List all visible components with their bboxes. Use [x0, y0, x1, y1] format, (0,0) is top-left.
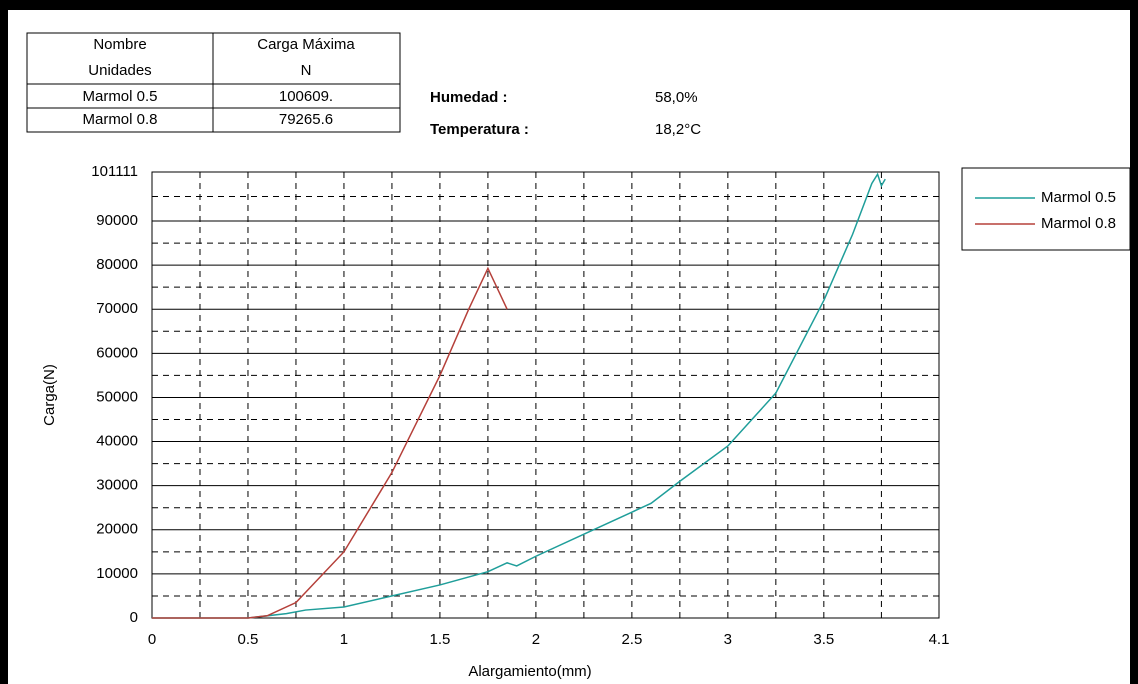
- legend-label: Marmol 0.8: [1041, 215, 1116, 232]
- legend-label: Marmol 0.5: [1041, 189, 1116, 206]
- y-tick-label: 50000: [96, 388, 138, 405]
- y-axis-label: Carga(N): [41, 364, 58, 426]
- table-cell: 79265.6: [279, 111, 333, 128]
- x-tick-label: 2.5: [621, 631, 642, 648]
- x-tick-label: 1.5: [429, 631, 450, 648]
- table-cell: Marmol 0.8: [82, 111, 157, 128]
- series-line: [152, 172, 886, 619]
- series-line: [152, 266, 508, 619]
- y-tick-label: 80000: [96, 256, 138, 273]
- y-tick-label: 60000: [96, 344, 138, 361]
- y-tick-label: 30000: [96, 477, 138, 494]
- y-tick-label: 101111: [91, 163, 138, 180]
- y-tick-label: 90000: [96, 212, 138, 229]
- condition-value: 18,2°C: [655, 121, 701, 138]
- y-tick-label: 70000: [96, 300, 138, 317]
- x-tick-label: 4.1: [929, 631, 950, 648]
- x-tick-label: 0.5: [238, 631, 259, 648]
- x-tick-label: 0: [148, 631, 156, 648]
- y-tick-label: 10000: [96, 565, 138, 582]
- table-header: N: [301, 62, 312, 79]
- summary-table: [26, 32, 401, 133]
- table-cell: Marmol 0.5: [82, 88, 157, 105]
- x-tick-label: 2: [532, 631, 540, 648]
- legend-box: [961, 167, 1131, 251]
- condition-label: Humedad :: [430, 89, 508, 106]
- y-tick-label: 20000: [96, 521, 138, 538]
- x-tick-label: 3: [724, 631, 732, 648]
- table-header: Unidades: [88, 62, 151, 79]
- plot-frame: [151, 171, 940, 619]
- condition-value: 58,0%: [655, 89, 698, 106]
- table-cell: 100609.: [279, 88, 333, 105]
- x-tick-label: 1: [340, 631, 348, 648]
- x-axis-label: Alargamiento(mm): [468, 663, 591, 680]
- condition-label: Temperatura :: [430, 121, 529, 138]
- table-header: Nombre: [93, 36, 146, 53]
- y-tick-label: 40000: [96, 433, 138, 450]
- y-tick-label: 0: [130, 609, 138, 626]
- table-header: Carga Máxima: [257, 36, 355, 53]
- x-tick-label: 3.5: [813, 631, 834, 648]
- sheet: [8, 10, 1130, 684]
